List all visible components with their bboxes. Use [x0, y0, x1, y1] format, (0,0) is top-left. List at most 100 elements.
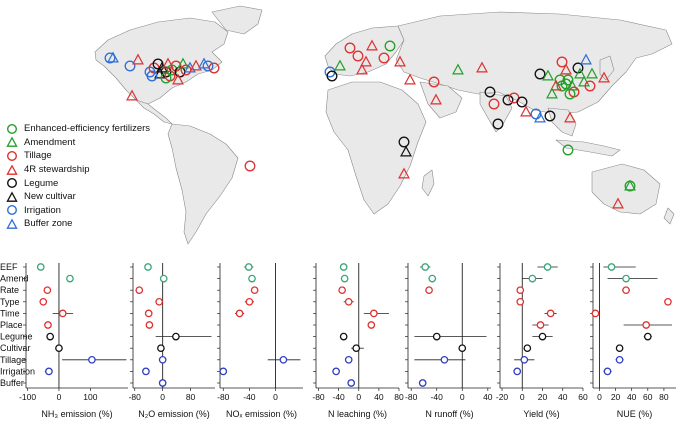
map-marker-circle: [398, 136, 410, 148]
point-estimate-type: [344, 297, 353, 306]
x-tick-label: -80: [129, 392, 142, 402]
point-estimate-type: [516, 297, 525, 306]
legend-label: 4R stewardship: [24, 164, 90, 176]
map-marker-circle: [502, 94, 514, 106]
row-label-place: Place: [0, 320, 23, 330]
map-marker-triangle: [560, 63, 572, 75]
x-tick-label: 0: [273, 392, 278, 402]
land-asia: [395, 11, 673, 115]
point-estimate-rate: [43, 286, 52, 295]
legend-label: New cultivar: [24, 191, 76, 203]
x-tick-label: 40: [627, 392, 637, 402]
row-label-buffer: Buffer: [0, 378, 24, 388]
point-estimate-legume: [339, 332, 348, 341]
map-marker-triangle: [430, 93, 442, 105]
point-estimate-time: [591, 309, 600, 318]
x-axis-title: NUE (%): [617, 409, 653, 419]
legend-label: Legume: [24, 177, 59, 189]
row-label-legume: Legume: [0, 332, 33, 342]
x-tick-label: 20: [611, 392, 621, 402]
legend-label: Irrigation: [24, 204, 61, 216]
point-estimate-buffer: [158, 379, 167, 387]
legend-triangle-marker: [6, 164, 18, 175]
point-estimate-irrigation: [142, 367, 150, 376]
legend-label: Buffer zone: [24, 218, 73, 230]
map-marker-circle: [202, 60, 214, 72]
map-marker-triangle: [612, 197, 624, 209]
point-estimate-tillage: [88, 355, 96, 364]
map-marker-triangle: [334, 59, 346, 71]
point-estimate-tillage: [158, 355, 167, 364]
map-marker-circle: [484, 86, 496, 98]
point-estimate-rate: [135, 286, 144, 295]
point-estimate-tillage: [615, 355, 624, 364]
point-estimate-irrigation: [45, 367, 53, 376]
point-estimate-type: [155, 297, 164, 306]
map-marker-triangle: [132, 53, 144, 65]
row-label-type: Type: [0, 297, 20, 307]
x-tick-label: -100: [19, 392, 36, 402]
map-marker-triangle: [624, 179, 636, 191]
map-marker-triangle: [172, 73, 184, 85]
point-estimate-amend: [428, 274, 437, 283]
point-estimate-rate: [425, 286, 433, 295]
point-estimate-legume: [643, 332, 652, 341]
x-tick-label: -20: [496, 392, 509, 402]
map-marker-circle: [326, 70, 338, 82]
row-label-tillage: Tillage: [0, 355, 26, 365]
x-tick-label: -40: [431, 392, 444, 402]
map-marker-circle: [384, 40, 396, 52]
x-tick-label: 60: [643, 392, 653, 402]
legend-item-tillage: Tillage: [6, 149, 150, 163]
forest-plot-panels: EEF Amend Rate Type Time Place Legume Cultivar T…: [0, 255, 685, 438]
point-estimate-eef: [244, 263, 253, 271]
x-tick-label: -80: [217, 392, 230, 402]
x-tick-label: 80: [394, 392, 404, 402]
world-map: Enhanced-efficiency fertilizers Amendment…: [6, 5, 675, 245]
legend-item-4r-stewardship: 4R stewardship: [6, 163, 150, 177]
legend-label: Amendment: [24, 136, 76, 148]
point-estimate-amend: [528, 274, 537, 283]
point-estimate-irrigation: [603, 367, 612, 376]
point-estimate-tillage: [279, 355, 288, 364]
point-estimate-time: [369, 309, 378, 318]
map-marker-circle: [428, 76, 440, 88]
legend-circle-marker: [6, 123, 18, 134]
map-marker-circle: [352, 50, 364, 62]
map-marker-circle: [516, 96, 528, 108]
legend-circle-marker: [6, 178, 18, 189]
x-tick-label: 40: [558, 392, 568, 402]
point-estimate-amend: [622, 274, 630, 283]
point-estimate-legume: [538, 332, 547, 341]
map-marker-circle: [124, 60, 136, 72]
map-marker-circle: [244, 160, 256, 172]
point-estimate-buffer: [347, 379, 356, 387]
x-tick-label: -80: [405, 392, 418, 402]
map-marker-triangle: [190, 59, 202, 71]
legend-item-legume: Legume: [6, 176, 150, 190]
land-arabia: [419, 81, 463, 119]
map-marker-triangle: [534, 111, 546, 123]
panel-n-o-emission: -80 0 80 N₂O emission (%): [129, 263, 215, 419]
point-estimate-time: [235, 309, 244, 318]
point-estimate-rate: [250, 286, 259, 295]
legend-item-irrigation: Irrigation: [6, 204, 150, 218]
row-label-rate: Rate: [0, 285, 19, 295]
x-tick-label: 80: [186, 392, 196, 402]
point-estimate-legume: [46, 332, 55, 341]
point-estimate-irrigation: [513, 367, 522, 376]
point-estimate-cultivar: [458, 344, 467, 353]
map-marker-circle: [166, 64, 178, 76]
panel-no-emission: -80 -40 0 NOₓ emission (%): [217, 263, 303, 419]
row-label-eef: EEF: [0, 262, 18, 272]
point-estimate-time: [144, 309, 153, 318]
land-greenland: [211, 5, 263, 35]
map-markers: [104, 39, 636, 209]
map-marker-triangle: [177, 57, 189, 69]
map-marker-triangle: [400, 145, 412, 157]
map-marker-circle: [208, 62, 220, 74]
map-marker-triangle: [598, 71, 610, 83]
map-marker-triangle: [578, 75, 590, 87]
point-estimate-eef: [543, 263, 552, 271]
map-marker-circle: [534, 68, 546, 80]
